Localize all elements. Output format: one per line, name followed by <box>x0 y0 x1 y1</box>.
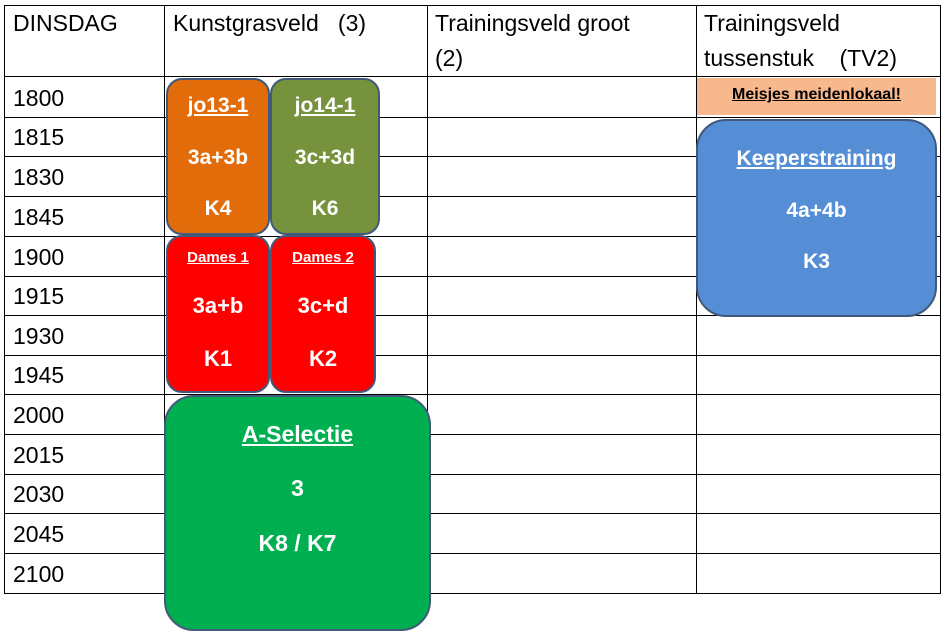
field-part: 4a+4b <box>786 199 847 222</box>
grid-line <box>4 593 941 594</box>
training-block-dames1: Dames 1 3a+b K1 <box>166 235 270 393</box>
grid-line <box>4 5 5 593</box>
team-name: jo13-1 <box>187 94 249 117</box>
field-header-groot: Trainingsveld groot (2) <box>435 10 630 71</box>
time-label: 2100 <box>13 561 65 587</box>
grid-line <box>4 434 941 435</box>
grid-line <box>4 394 941 395</box>
grid-line <box>4 315 941 316</box>
training-block-keeper: Keeperstraining 4a+4b K3 <box>696 119 937 317</box>
grid-line <box>4 474 941 475</box>
time-label: 1845 <box>13 204 65 230</box>
grid-line <box>4 156 941 157</box>
time-label: 1800 <box>13 85 65 111</box>
grid-line <box>427 5 428 593</box>
time-label: 2030 <box>13 481 65 507</box>
grid-line <box>940 5 941 593</box>
dressing-room: K1 <box>203 346 233 371</box>
field-header-kunstgras: Kunstgrasveld (3) <box>173 10 367 36</box>
time-label: 2015 <box>13 442 65 468</box>
time-label: 2045 <box>13 521 65 547</box>
dressing-room: K6 <box>311 197 339 220</box>
field-part: 3 <box>291 475 304 501</box>
team-name: jo14-1 <box>294 94 356 117</box>
field-part: 3a+b <box>192 293 244 318</box>
training-block-jo14: jo14-1 3c+3d K6 <box>270 78 380 235</box>
field-part: 3a+3b <box>187 146 249 169</box>
field-header-tussenstuk: Trainingsveld tussenstuk (TV2) <box>704 10 898 71</box>
grid-line <box>4 5 941 6</box>
dressing-room: K8 / K7 <box>258 530 337 556</box>
field-part: 3c+3d <box>294 146 356 169</box>
dressing-room: K2 <box>308 346 338 371</box>
dressing-room: K3 <box>803 250 830 273</box>
grid-line <box>164 5 165 593</box>
time-label: 1945 <box>13 362 65 388</box>
training-block-dames2: Dames 2 3c+d K2 <box>270 235 376 393</box>
grid-line <box>4 236 941 237</box>
grid-line <box>4 117 941 118</box>
grid-line <box>4 355 941 356</box>
grid-line <box>4 276 941 277</box>
grid-line <box>4 553 941 554</box>
time-label: 1930 <box>13 323 65 349</box>
time-label: 1915 <box>13 283 65 309</box>
day-header: DINSDAG <box>13 10 118 36</box>
meidenlokaal-notice: Meisjes meidenlokaal! <box>697 78 936 115</box>
time-label: 1815 <box>13 124 65 150</box>
training-block-a-selectie: A-Selectie 3 K8 / K7 <box>164 395 431 631</box>
team-name: Dames 1 <box>187 249 249 266</box>
field-part: 3c+d <box>297 293 349 318</box>
grid-line <box>696 5 697 593</box>
time-label: 1900 <box>13 244 65 270</box>
grid-line <box>4 196 941 197</box>
team-name: Keeperstraining <box>736 147 897 170</box>
team-name: A-Selectie <box>241 421 354 447</box>
grid-line <box>4 513 941 514</box>
time-label: 2000 <box>13 402 65 428</box>
grid-line <box>4 76 941 77</box>
training-block-jo13: jo13-1 3a+3b K4 <box>166 78 270 235</box>
dressing-room: K4 <box>204 197 232 220</box>
team-name: Dames 2 <box>292 249 354 266</box>
time-label: 1830 <box>13 164 65 190</box>
